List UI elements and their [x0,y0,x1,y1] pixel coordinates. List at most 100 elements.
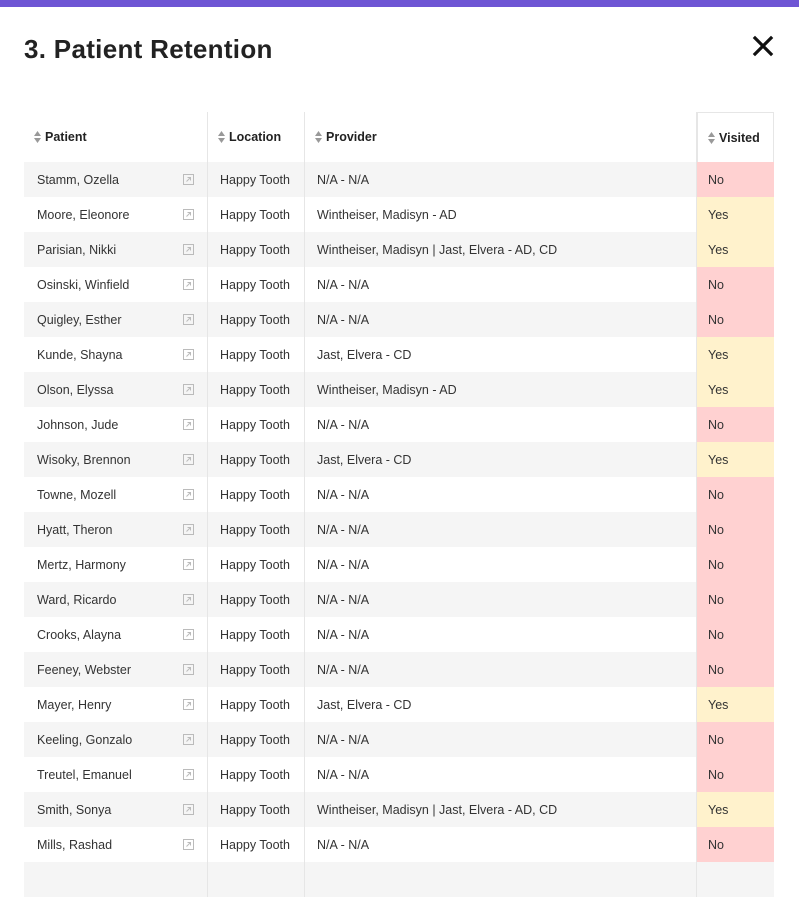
visited-cell: Yes [697,792,774,827]
empty-cell [24,862,208,897]
provider-cell: Wintheiser, Madisyn | Jast, Elvera - AD,… [305,792,697,827]
empty-cell [305,862,697,897]
patient-cell: Feeney, Webster [24,652,208,687]
open-patient-icon[interactable] [183,664,194,675]
location-cell: Happy Tooth [208,477,305,512]
open-patient-icon[interactable] [183,349,194,360]
location-cell: Happy Tooth [208,792,305,827]
location-cell: Happy Tooth [208,337,305,372]
open-patient-icon[interactable] [183,244,194,255]
patient-cell: Crooks, Alayna [24,617,208,652]
location-cell: Happy Tooth [208,547,305,582]
provider-cell: Wintheiser, Madisyn | Jast, Elvera - AD,… [305,232,697,267]
location-cell: Happy Tooth [208,372,305,407]
visited-cell: Yes [697,232,774,267]
visited-cell: Yes [697,687,774,722]
open-patient-icon[interactable] [183,489,194,500]
location-cell: Happy Tooth [208,687,305,722]
open-patient-icon[interactable] [183,559,194,570]
visited-cell: Yes [697,442,774,477]
column-header[interactable]: Visited [697,112,774,162]
table-row: Olson, Elyssa Happy Tooth Wintheiser, Madi… [24,372,774,407]
patient-cell: Mills, Rashad [24,827,208,862]
table-row: Mayer, Henry Happy Tooth Jast, Elvera - CD… [24,687,774,722]
open-patient-icon[interactable] [183,769,194,780]
location-cell: Happy Tooth [208,162,305,197]
open-patient-icon[interactable] [183,174,194,185]
table-row: Hyatt, Theron Happy Tooth N/A - N/A No [24,512,774,547]
open-patient-icon[interactable] [183,839,194,850]
visited-cell: No [697,547,774,582]
open-patient-icon[interactable] [183,384,194,395]
visited-cell: No [697,652,774,687]
open-patient-icon[interactable] [183,209,194,220]
patient-cell: Keeling, Gonzalo [24,722,208,757]
table-row: Towne, Mozell Happy Tooth N/A - N/A No [24,477,774,512]
open-patient-icon[interactable] [183,419,194,430]
open-patient-icon[interactable] [183,524,194,535]
patient-cell: Smith, Sonya [24,792,208,827]
open-patient-icon[interactable] [183,629,194,640]
open-patient-icon[interactable] [183,804,194,815]
patient-cell: Quigley, Esther [24,302,208,337]
location-cell: Happy Tooth [208,757,305,792]
provider-cell: N/A - N/A [305,407,697,442]
empty-cell [208,862,305,897]
visited-cell: No [697,512,774,547]
table-row: Feeney, Webster Happy Tooth N/A - N/A No [24,652,774,687]
location-cell: Happy Tooth [208,267,305,302]
provider-cell: Jast, Elvera - CD [305,687,697,722]
table-row: Kunde, Shayna Happy Tooth Jast, Elvera - C… [24,337,774,372]
column-label: Patient [45,130,87,144]
provider-cell: N/A - N/A [305,757,697,792]
sort-icon [218,131,225,143]
location-cell: Happy Tooth [208,722,305,757]
patient-cell: Olson, Elyssa [24,372,208,407]
open-patient-icon[interactable] [183,279,194,290]
column-header[interactable]: Provider [305,112,697,162]
provider-cell: N/A - N/A [305,512,697,547]
provider-cell: N/A - N/A [305,547,697,582]
patient-cell: Wisoky, Brennon [24,442,208,477]
visited-cell: No [697,162,774,197]
table-row: Mills, Rashad Happy Tooth N/A - N/A No [24,827,774,862]
column-header[interactable]: Patient [24,112,208,162]
open-patient-icon[interactable] [183,734,194,745]
open-patient-icon[interactable] [183,594,194,605]
provider-cell: N/A - N/A [305,582,697,617]
visited-cell: No [697,617,774,652]
table-row: Ward, Ricardo Happy Tooth N/A - N/A No [24,582,774,617]
visited-cell: No [697,477,774,512]
column-header[interactable]: Location [208,112,305,162]
table-row: Crooks, Alayna Happy Tooth N/A - N/A No [24,617,774,652]
patient-cell: Treutel, Emanuel [24,757,208,792]
location-cell: Happy Tooth [208,827,305,862]
visited-cell: No [697,302,774,337]
visited-cell: No [697,757,774,792]
visited-cell: No [697,582,774,617]
open-patient-icon[interactable] [183,314,194,325]
table-row: Smith, Sonya Happy Tooth Wintheiser, Madis… [24,792,774,827]
visited-cell: Yes [697,372,774,407]
visited-cell: No [697,722,774,757]
sort-icon [708,131,715,144]
visited-cell: Yes [697,197,774,232]
patient-cell: Mayer, Henry [24,687,208,722]
visited-cell: Yes [697,337,774,372]
provider-cell: N/A - N/A [305,162,697,197]
column-label: Location [229,130,282,144]
provider-cell: N/A - N/A [305,722,697,757]
patient-cell: Johnson, Jude [24,407,208,442]
open-patient-icon[interactable] [183,454,194,465]
close-button[interactable] [750,33,776,59]
table-body: Stamm, Ozella Happy Tooth N/A - N/A No Moore… [24,162,774,897]
location-cell: Happy Tooth [208,232,305,267]
table-row [24,862,774,897]
sort-icon [34,131,41,143]
visited-cell: No [697,407,774,442]
location-cell: Happy Tooth [208,512,305,547]
provider-cell: Wintheiser, Madisyn - AD [305,197,697,232]
open-patient-icon[interactable] [183,699,194,710]
location-cell: Happy Tooth [208,652,305,687]
